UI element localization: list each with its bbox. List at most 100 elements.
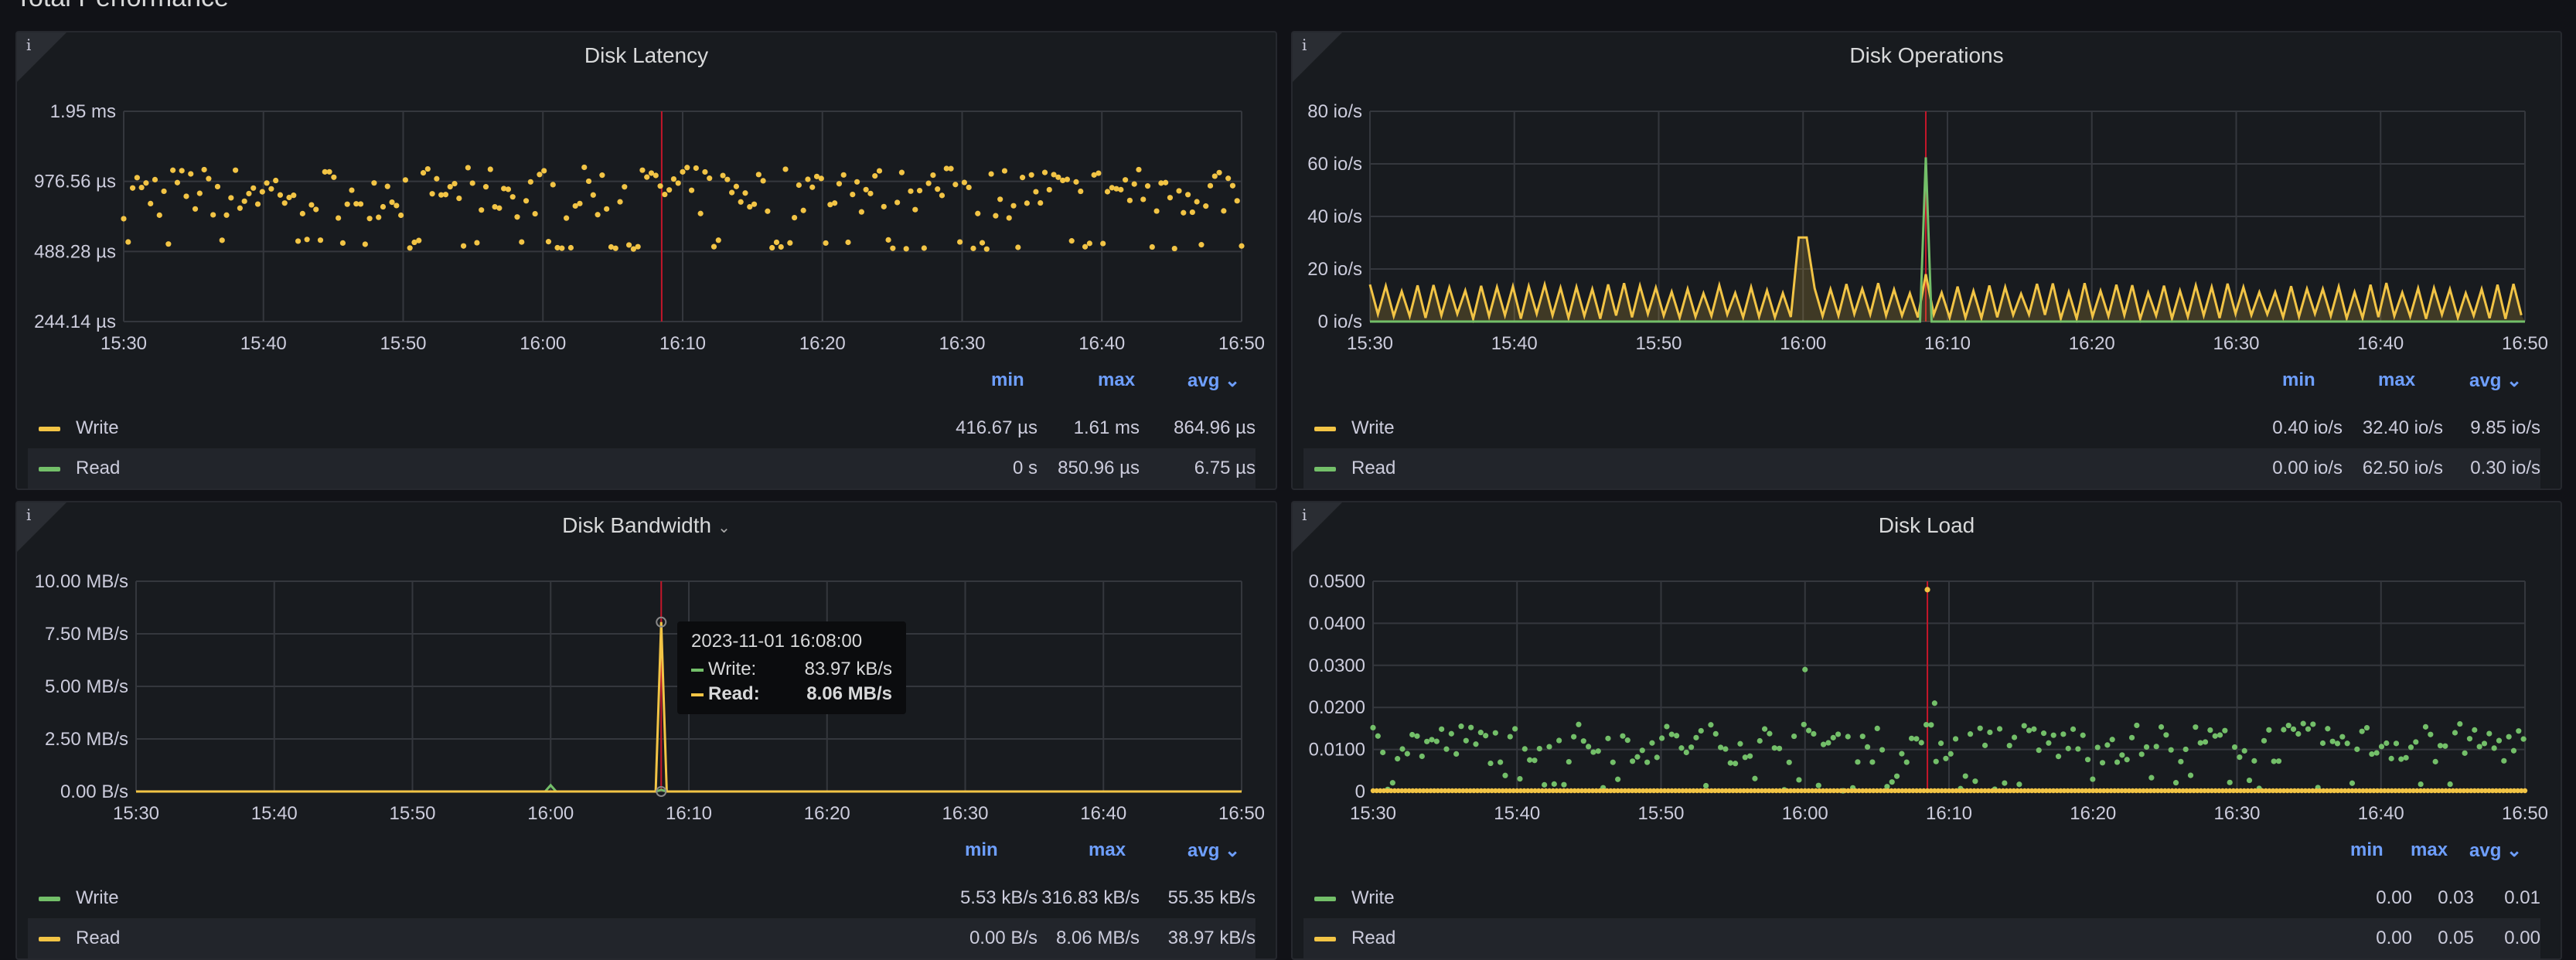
legend-header-min[interactable]: min bbox=[2350, 839, 2383, 860]
data-point-read bbox=[2349, 788, 2355, 794]
data-point-read bbox=[1946, 788, 1952, 794]
data-point-read bbox=[2004, 788, 2009, 794]
data-point-read bbox=[1579, 788, 1585, 794]
legend-header-max[interactable]: max bbox=[2378, 369, 2416, 390]
data-point-read bbox=[2378, 788, 2383, 794]
data-point-write bbox=[2134, 722, 2140, 729]
x-tick-label: 16:30 bbox=[942, 803, 988, 824]
data-point-write bbox=[590, 192, 596, 198]
info-icon[interactable]: i bbox=[1293, 32, 1342, 82]
panel-title[interactable]: Disk Bandwidth ⌄ bbox=[562, 513, 731, 537]
data-point-write bbox=[657, 183, 663, 189]
panel-title[interactable]: Disk Operations bbox=[1849, 43, 2004, 67]
legend-header-min[interactable]: min bbox=[2282, 369, 2315, 390]
data-point-read bbox=[2180, 788, 2186, 794]
data-point-read bbox=[1845, 788, 1851, 794]
data-point-read bbox=[2425, 788, 2431, 794]
data-point-read bbox=[1835, 788, 1840, 794]
data-point-read bbox=[1903, 788, 1909, 794]
data-point-write bbox=[2241, 747, 2247, 754]
legend-header-avg[interactable]: avg ⌄ bbox=[1187, 840, 1241, 861]
data-point-read bbox=[1928, 788, 1934, 794]
data-point-write bbox=[850, 191, 856, 198]
data-point-write bbox=[997, 196, 1003, 203]
data-point-write bbox=[1033, 189, 1039, 195]
legend-header-max[interactable]: max bbox=[1089, 839, 1126, 860]
legend-header-max[interactable]: max bbox=[1098, 369, 1136, 390]
data-point-read bbox=[2026, 788, 2031, 794]
data-point-write bbox=[2305, 726, 2312, 732]
data-point-read bbox=[2097, 788, 2103, 794]
panel-title[interactable]: Disk Latency bbox=[584, 43, 709, 67]
legend-header-avg[interactable]: avg ⌄ bbox=[1187, 370, 1241, 391]
legend-header-min[interactable]: min bbox=[965, 839, 998, 860]
data-point-write bbox=[2373, 750, 2380, 756]
data-point-write bbox=[1884, 784, 1890, 790]
x-tick-label: 15:40 bbox=[1491, 333, 1538, 354]
data-point-write bbox=[1211, 173, 1218, 179]
legend-avg: 0.30 io/s bbox=[2470, 458, 2540, 478]
section-title[interactable]: Total Performance bbox=[15, 0, 229, 13]
legend-max: 0.03 bbox=[2438, 887, 2474, 908]
data-point-read bbox=[1665, 788, 1671, 794]
data-point-write bbox=[492, 203, 498, 210]
legend-min: 0.00 B/s bbox=[969, 928, 1038, 948]
data-point-write bbox=[1683, 749, 1689, 756]
data-point-read bbox=[2022, 788, 2027, 794]
data-point-write bbox=[2178, 758, 2184, 764]
data-point-write bbox=[697, 210, 704, 216]
data-point-read bbox=[2472, 788, 2478, 794]
data-point-read bbox=[2000, 788, 2006, 794]
x-tick-label: 16:50 bbox=[1218, 803, 1265, 824]
data-point-read bbox=[2033, 788, 2038, 794]
panel-title[interactable]: Disk Load bbox=[1878, 513, 1975, 537]
data-point-write bbox=[456, 196, 462, 202]
data-point-write bbox=[451, 181, 458, 187]
chevron-down-icon[interactable]: ⌄ bbox=[717, 519, 731, 536]
legend-row-write[interactable]: Write 0.00 0.03 0.01 bbox=[1303, 878, 2540, 918]
data-point-write bbox=[948, 165, 954, 172]
info-icon[interactable]: i bbox=[17, 502, 66, 552]
data-point-read bbox=[1410, 788, 1416, 794]
data-point-write bbox=[1586, 744, 1592, 750]
legend-row-write[interactable]: Write 0.40 io/s 32.40 io/s 9.85 io/s bbox=[1303, 408, 2540, 448]
data-point-read bbox=[2306, 788, 2312, 794]
x-tick-label: 15:40 bbox=[251, 803, 298, 824]
data-point-write bbox=[1144, 183, 1151, 189]
legend-row-read[interactable]: Read 0.00 B/s 8.06 MB/s 38.97 kB/s bbox=[28, 918, 1256, 958]
data-point-write bbox=[474, 240, 480, 246]
disk-bandwidth-panel: i Disk Bandwidth ⌄ 10.00 MB/s 7.50 MB/s 5.0… bbox=[15, 501, 1277, 960]
data-point-read bbox=[1961, 788, 1966, 794]
data-point-read bbox=[1881, 788, 1887, 794]
legend-row-read[interactable]: Read 0.00 0.05 0.00 bbox=[1303, 918, 2540, 958]
data-point-write bbox=[505, 186, 512, 192]
data-point-read bbox=[2206, 788, 2211, 794]
info-icon[interactable]: i bbox=[1293, 502, 1342, 552]
data-point-read bbox=[1723, 788, 1729, 794]
legend-row-write[interactable]: Write 5.53 kB/s 316.83 kB/s 55.35 kB/s bbox=[28, 878, 1256, 918]
legend-header-avg[interactable]: avg ⌄ bbox=[2469, 370, 2523, 391]
legend-row-read[interactable]: Read 0 s 850.96 µs 6.75 µs bbox=[28, 448, 1256, 489]
legend-swatch bbox=[1314, 937, 1336, 941]
data-point-read bbox=[2321, 788, 2326, 794]
data-point-read bbox=[1831, 788, 1837, 794]
data-point-read bbox=[1489, 788, 1494, 794]
data-point-write bbox=[519, 239, 525, 245]
data-point-read bbox=[1572, 788, 1577, 794]
legend-row-write[interactable]: Write 416.67 µs 1.61 ms 864.96 µs bbox=[28, 408, 1256, 448]
data-point-read bbox=[1687, 788, 1692, 794]
data-point-read bbox=[2148, 788, 2153, 794]
data-point-write bbox=[1556, 737, 1562, 744]
data-point-write bbox=[2090, 776, 2096, 782]
data-point-write bbox=[1947, 751, 1954, 757]
info-icon[interactable]: i bbox=[17, 32, 66, 82]
data-point-read bbox=[1813, 788, 1818, 794]
data-point-read bbox=[2407, 788, 2413, 794]
legend-header-avg[interactable]: avg ⌄ bbox=[2469, 840, 2523, 861]
legend-row-read[interactable]: Read 0.00 io/s 62.50 io/s 0.30 io/s bbox=[1303, 448, 2540, 489]
data-point-write bbox=[2036, 747, 2042, 754]
legend-header-max[interactable]: max bbox=[2411, 839, 2448, 860]
data-point-write bbox=[196, 190, 203, 196]
data-point-write bbox=[362, 241, 368, 247]
legend-header-min[interactable]: min bbox=[991, 369, 1024, 390]
